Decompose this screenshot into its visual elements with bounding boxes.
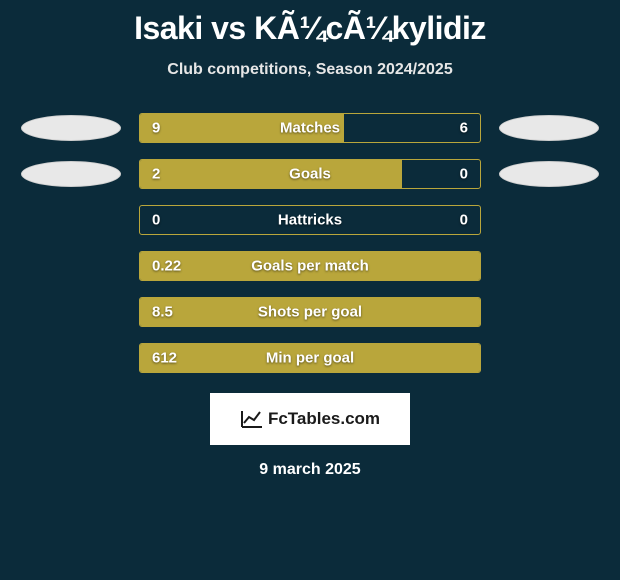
stat-right-value: 0: [460, 212, 468, 229]
stat-label: Matches: [280, 120, 340, 137]
avatar-slot-empty: [21, 345, 121, 371]
stat-right-value: 0: [460, 166, 468, 183]
stat-right-value: 6: [460, 120, 468, 137]
stat-left-value: 0: [152, 212, 160, 229]
stat-left-value: 8.5: [152, 304, 173, 321]
stat-bar: 0 Hattricks 0: [139, 205, 481, 235]
brand-badge: FcTables.com: [210, 393, 410, 445]
brand-text: FcTables.com: [268, 409, 380, 429]
avatar-slot-empty: [21, 253, 121, 279]
avatar-slot-empty: [499, 299, 599, 325]
stat-left-value: 0.22: [152, 258, 181, 275]
stat-label: Goals per match: [251, 258, 369, 275]
stat-label: Hattricks: [278, 212, 342, 229]
page-subtitle: Club competitions, Season 2024/2025: [0, 61, 620, 79]
stat-row: 8.5 Shots per goal: [0, 289, 620, 335]
page-title: Isaki vs KÃ¼cÃ¼kylidiz: [0, 0, 620, 47]
bar-left-fill: [140, 160, 402, 188]
avatar-slot-empty: [499, 207, 599, 233]
stat-row: 0.22 Goals per match: [0, 243, 620, 289]
stat-row: 2 Goals 0: [0, 151, 620, 197]
stat-label: Goals: [289, 166, 331, 183]
stat-left-value: 2: [152, 166, 160, 183]
avatar-slot-empty: [21, 299, 121, 325]
stat-row: 9 Matches 6: [0, 105, 620, 151]
date-label: 9 march 2025: [0, 461, 620, 479]
stat-bar: 8.5 Shots per goal: [139, 297, 481, 327]
stat-bar: 612 Min per goal: [139, 343, 481, 373]
stat-label: Min per goal: [266, 350, 354, 367]
stat-row: 0 Hattricks 0: [0, 197, 620, 243]
stat-bar: 0.22 Goals per match: [139, 251, 481, 281]
stat-bar: 2 Goals 0: [139, 159, 481, 189]
avatar-slot-empty: [499, 345, 599, 371]
chart-icon: [240, 409, 264, 429]
stat-left-value: 9: [152, 120, 160, 137]
avatar-slot-empty: [21, 207, 121, 233]
player-right-avatar: [499, 161, 599, 187]
comparison-chart: 9 Matches 6 2 Goals 0 0 Hattricks 0 0.22: [0, 105, 620, 381]
stat-left-value: 612: [152, 350, 177, 367]
player-left-avatar: [21, 115, 121, 141]
stat-row: 612 Min per goal: [0, 335, 620, 381]
stat-bar: 9 Matches 6: [139, 113, 481, 143]
player-right-avatar: [499, 115, 599, 141]
player-left-avatar: [21, 161, 121, 187]
stat-label: Shots per goal: [258, 304, 362, 321]
avatar-slot-empty: [499, 253, 599, 279]
